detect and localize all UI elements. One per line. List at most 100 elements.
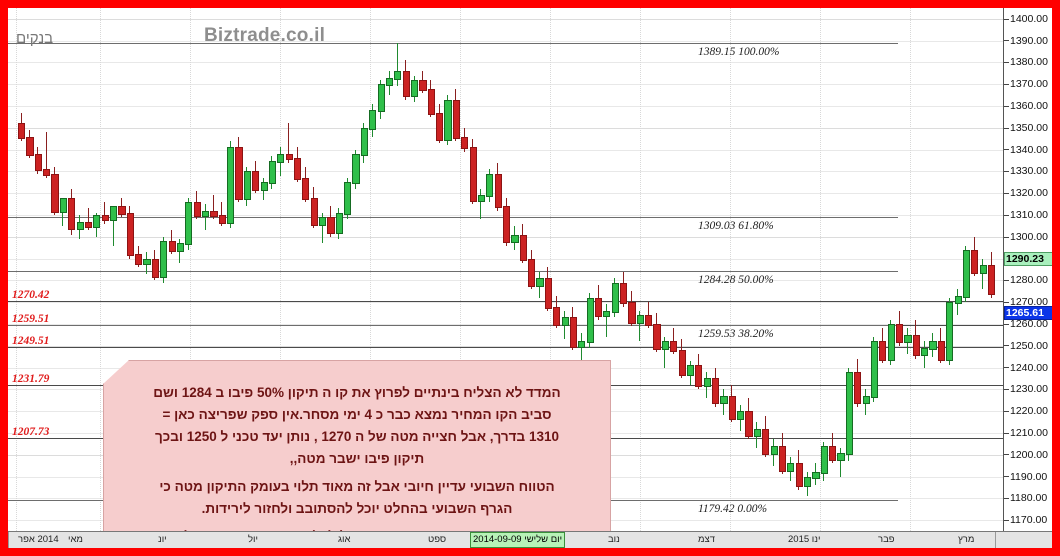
left-price-label: 1259.51 xyxy=(12,313,50,326)
price-axis-tick: 1340.00 xyxy=(1004,144,1052,156)
candle-body xyxy=(929,341,937,350)
cursor-price-tag[interactable]: 1265.61 xyxy=(1004,305,1052,320)
gridline-horizontal xyxy=(8,302,1003,304)
candle-body xyxy=(611,282,619,313)
gridline-horizontal xyxy=(8,171,1003,173)
gridline-vertical xyxy=(100,8,102,531)
cursor-date-tag[interactable]: יום שלישי 2014-09-09 xyxy=(470,532,566,548)
candle-body xyxy=(243,171,251,200)
gridline-vertical xyxy=(550,8,552,531)
candle-wick xyxy=(288,123,290,163)
candle-body xyxy=(43,169,51,176)
fibonacci-line xyxy=(8,42,898,44)
axis-separator xyxy=(995,532,996,548)
candle-body xyxy=(377,84,385,113)
gridline-horizontal xyxy=(8,127,1003,129)
candle-body xyxy=(845,371,853,455)
candle-body xyxy=(737,411,745,420)
candle-body xyxy=(962,249,971,298)
price-axis-tick: 1260.00 xyxy=(1004,318,1052,330)
candle-wick xyxy=(221,201,223,226)
candle-body xyxy=(452,99,460,139)
candle-body xyxy=(118,206,126,215)
gridline-horizontal xyxy=(8,62,1003,64)
price-axis-tick: 1400.00 xyxy=(1004,13,1052,25)
price-axis-tick: 1180.00 xyxy=(1004,492,1052,504)
candle-body xyxy=(68,197,76,231)
candle-wick xyxy=(396,42,398,87)
left-price-label: 1207.73 xyxy=(12,425,50,438)
candle-body xyxy=(511,234,519,244)
candle-body xyxy=(569,317,578,348)
candle-body xyxy=(385,77,394,87)
annotation-line: המדד לא הצליח בינתיים לפרוץ את קו ה תיקו… xyxy=(153,385,561,400)
gridline-horizontal xyxy=(8,258,1003,260)
symbol-label: בנקים xyxy=(16,30,54,47)
candle-wick xyxy=(580,332,582,366)
support-resistance-line xyxy=(8,346,1003,348)
candle-body xyxy=(628,302,636,324)
candle-body xyxy=(887,323,895,361)
date-axis-tick: יול xyxy=(248,534,258,545)
annotation-line: תיקון פיבו ישבר מטה,, xyxy=(289,451,425,466)
price-axis[interactable]: 1400.00 1390.00 1380.00 1370.00 1360.00 1350.… xyxy=(1003,8,1052,531)
plot-area[interactable]: 1389.15 100.00% 1309.03 61.80% 1284.28 50.… xyxy=(8,8,1003,531)
candle-body xyxy=(444,99,452,141)
price-axis-tick: 1170.00 xyxy=(1004,514,1052,526)
fibonacci-label: 1389.15 100.00% xyxy=(698,45,780,58)
candle-body xyxy=(636,315,644,324)
candle-body xyxy=(168,241,176,252)
support-resistance-line xyxy=(8,301,1003,303)
candle-body xyxy=(770,446,778,455)
candle-wick xyxy=(639,310,641,342)
candle-body xyxy=(870,341,879,398)
candle-body xyxy=(59,197,67,213)
date-axis-tick: אוג xyxy=(338,534,351,545)
candle-body xyxy=(645,315,653,326)
candle-body xyxy=(319,217,327,226)
candle-body xyxy=(110,206,118,222)
gridline-horizontal xyxy=(8,193,1003,195)
annotation-line: סביב הקו המחיר נמצא כבר כ 4 ימי מסחר.אין… xyxy=(162,407,552,422)
price-axis-tick: 1280.00 xyxy=(1004,274,1052,286)
annotation-line: כרגע אני מסווג את הגרף הזה גם כשלילי להמ… xyxy=(114,527,600,531)
candle-body xyxy=(176,243,185,252)
price-axis-tick: 1300.00 xyxy=(1004,231,1052,243)
left-price-label: 1270.42 xyxy=(12,289,50,302)
candle-body xyxy=(795,463,803,488)
gridline-vertical xyxy=(910,8,912,531)
candle-body xyxy=(193,201,201,217)
candle-body xyxy=(469,147,477,202)
candle-body xyxy=(260,182,268,191)
last-price-tag[interactable]: 1290.23 xyxy=(1004,252,1052,267)
candle-wick xyxy=(321,212,323,244)
candle-body xyxy=(536,278,544,287)
candle-body xyxy=(360,127,369,156)
candle-body xyxy=(544,278,552,309)
fibonacci-label: 1309.03 61.80% xyxy=(698,220,774,233)
price-axis-tick: 1320.00 xyxy=(1004,187,1052,199)
candle-body xyxy=(160,241,168,279)
candle-body xyxy=(26,136,34,156)
left-price-label: 1249.51 xyxy=(12,334,50,347)
candle-body xyxy=(436,112,444,141)
candle-wick xyxy=(840,448,842,477)
candle-body xyxy=(477,195,486,202)
date-axis[interactable]: 2014 אפר מאי יונ יול אוג ספט נוב דצמ ינו 2015 פבר… xyxy=(8,531,1052,548)
candle-body xyxy=(862,395,870,405)
gridline-vertical xyxy=(280,8,282,531)
gridline-horizontal xyxy=(8,345,1003,347)
gridline-vertical xyxy=(460,8,462,531)
price-axis-tick: 1190.00 xyxy=(1004,471,1052,483)
annotation-callout[interactable]: המדד לא הצליח בינתיים לפרוץ את קו ה תיקו… xyxy=(103,360,611,531)
candle-body xyxy=(427,88,435,115)
watermark: Biztrade.co.il xyxy=(204,25,326,46)
candle-body xyxy=(126,212,134,257)
candle-body xyxy=(954,295,962,305)
price-axis-tick: 1390.00 xyxy=(1004,35,1052,47)
gridline-vertical xyxy=(820,8,822,531)
gridline-vertical xyxy=(190,8,192,531)
candle-body xyxy=(143,258,151,265)
candle-wick xyxy=(982,258,984,290)
candle-body xyxy=(762,428,770,455)
